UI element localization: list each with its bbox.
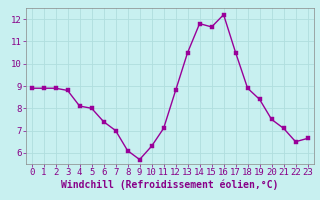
X-axis label: Windchill (Refroidissement éolien,°C): Windchill (Refroidissement éolien,°C) [61,180,278,190]
